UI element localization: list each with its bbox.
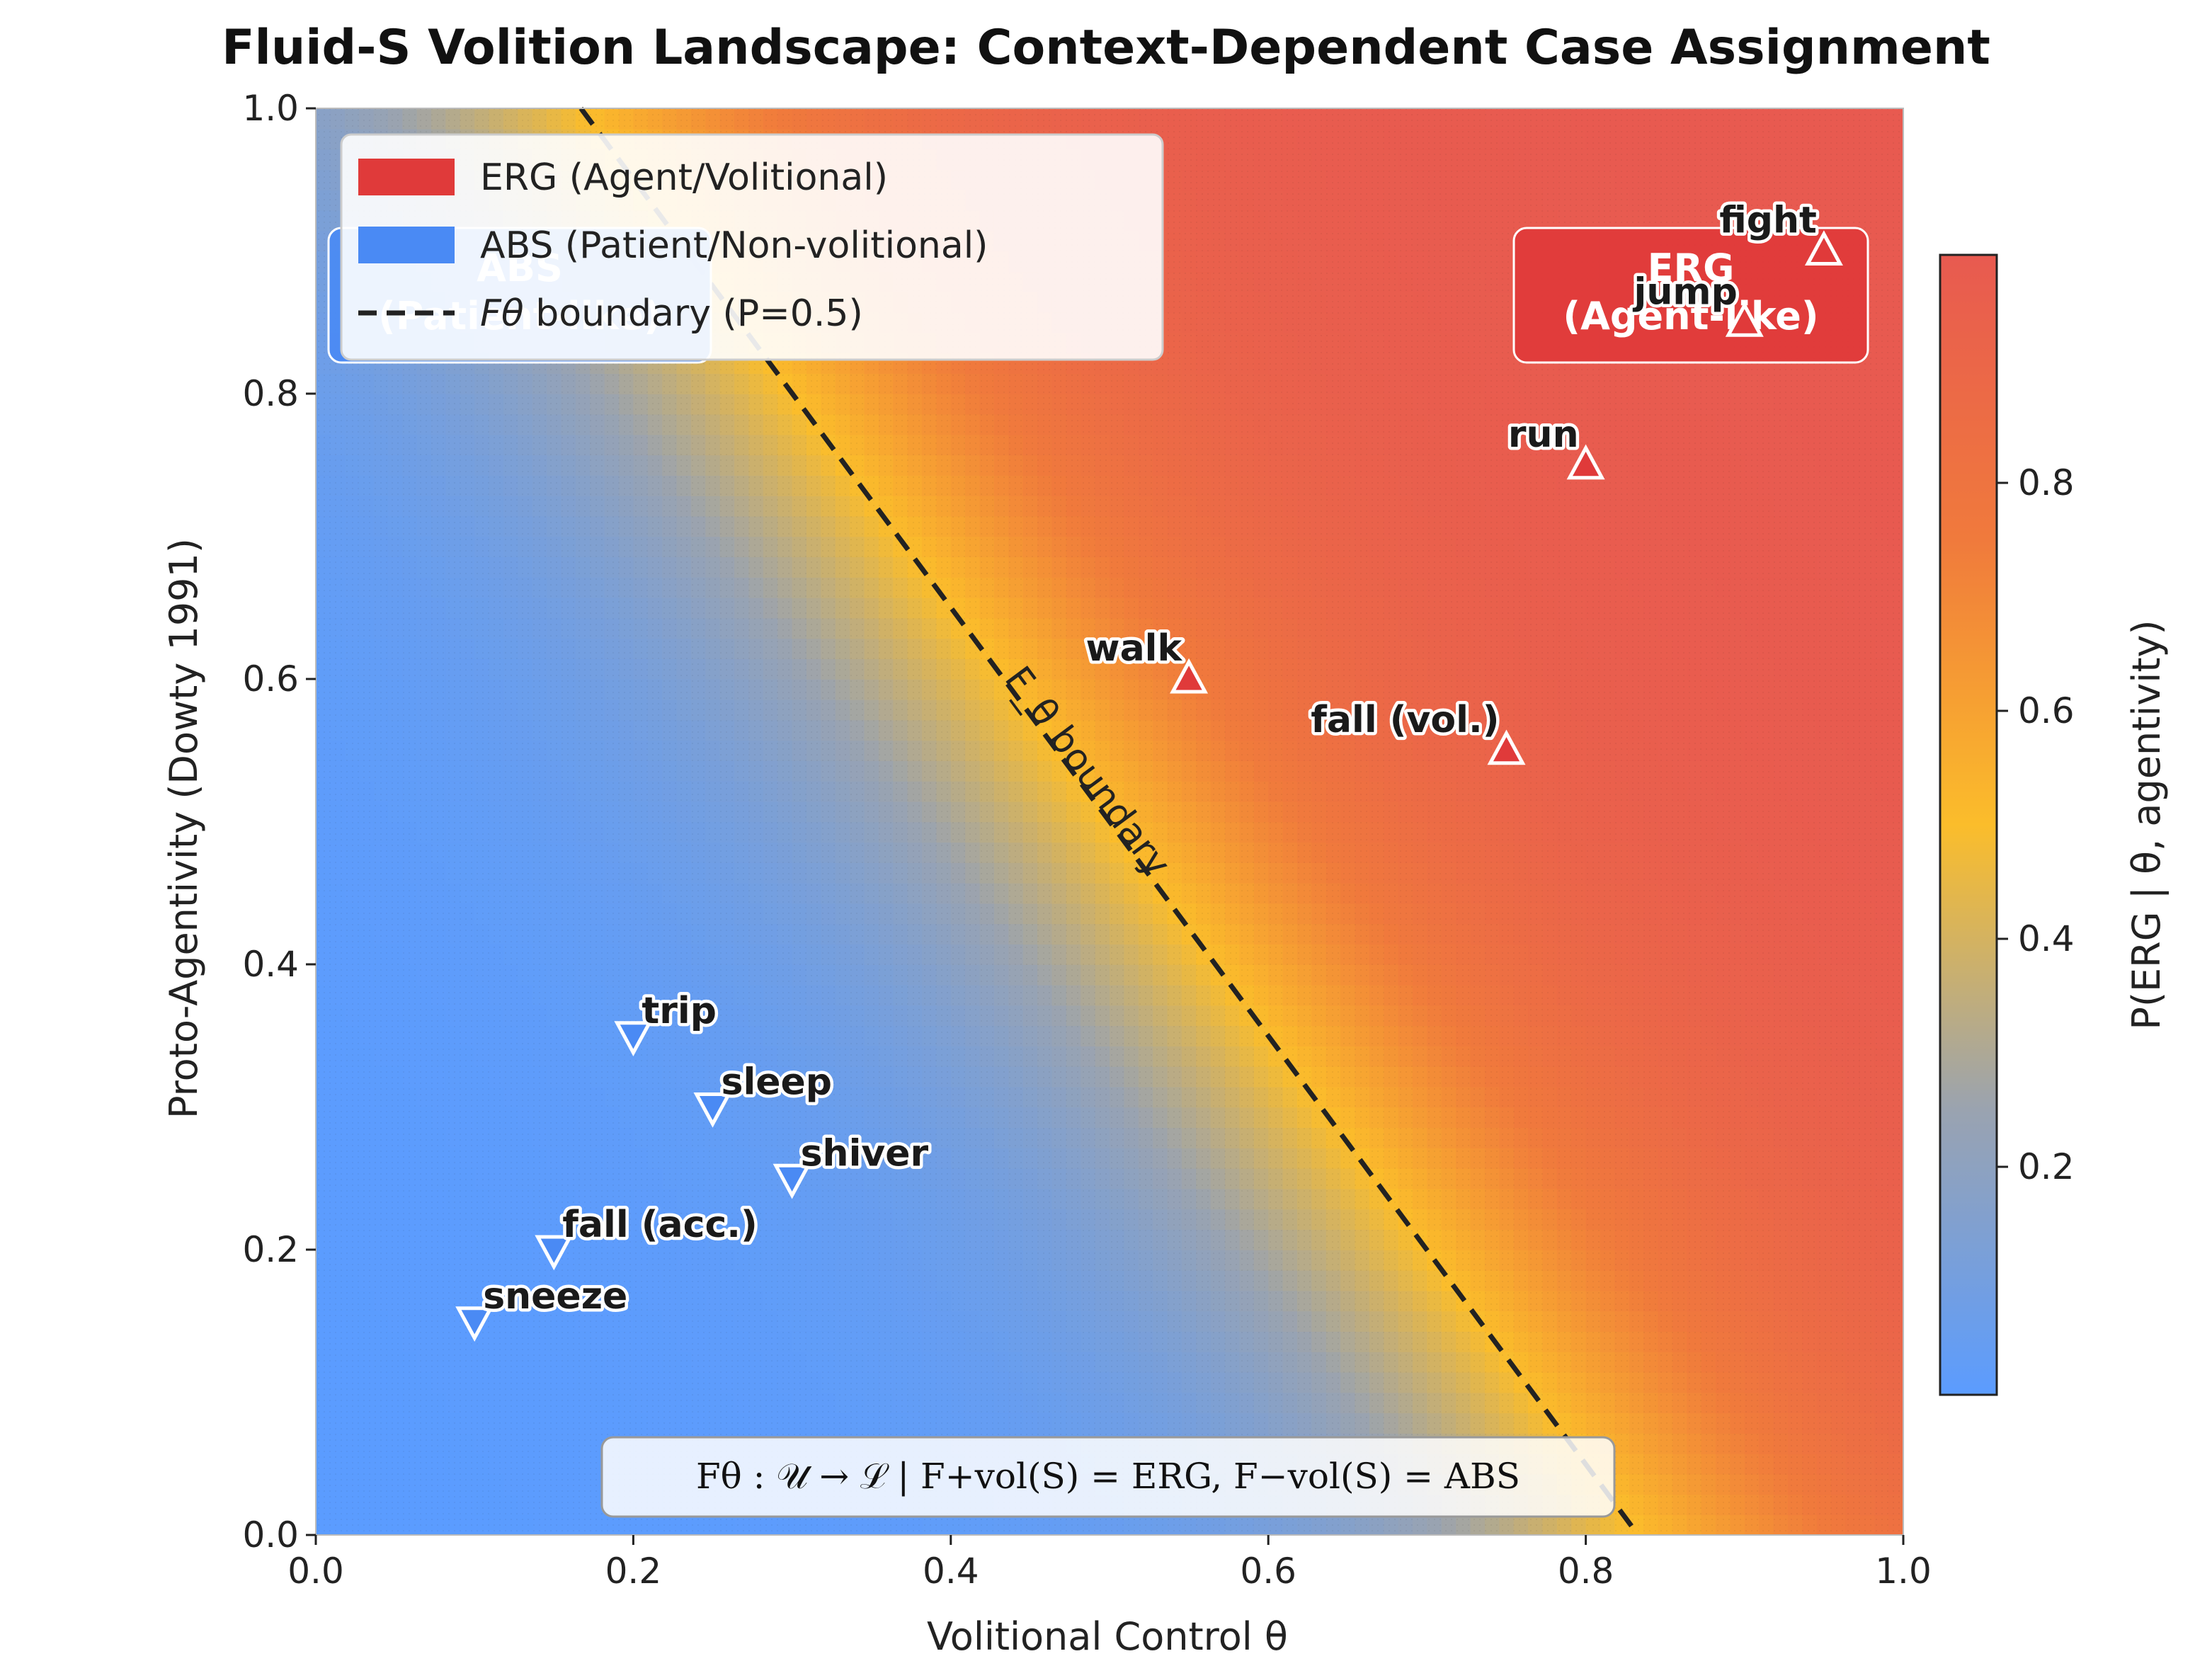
- chart-title: Fluid-S Volition Landscape: Context-Depe…: [222, 20, 1990, 76]
